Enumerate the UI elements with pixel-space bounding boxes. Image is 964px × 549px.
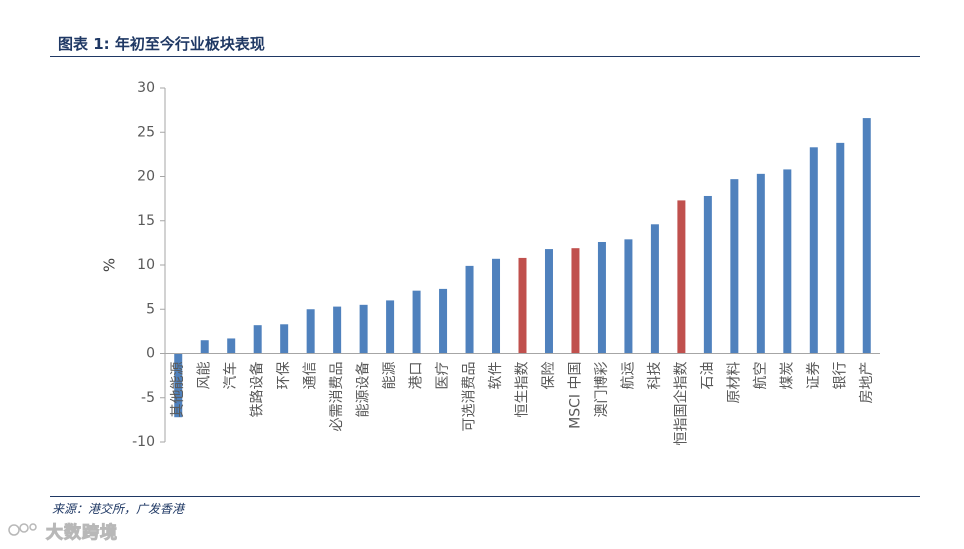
title-rule: [50, 56, 920, 57]
x-category-label: 铁路设备: [249, 362, 266, 418]
bar: [280, 324, 289, 354]
x-category-label: 恒指国企指数: [672, 362, 689, 446]
bar: [703, 195, 712, 354]
bar: [439, 288, 448, 354]
x-category-label: 房地产: [859, 362, 875, 404]
source-note: 来源：港交所，广发香港: [52, 502, 185, 516]
bar: [386, 300, 395, 354]
bar: [306, 309, 315, 354]
bar: [492, 258, 501, 354]
bar: [333, 306, 342, 354]
x-category-label: 恒生指数: [515, 362, 531, 418]
x-category-label: 航空: [753, 362, 769, 390]
x-category-label: 可选消费品: [462, 362, 478, 432]
x-category-label: 澳门博彩: [593, 362, 610, 418]
x-category-label: 科技: [647, 362, 663, 390]
bar: [650, 224, 659, 354]
bar: [783, 169, 792, 354]
bar: [571, 248, 580, 354]
x-category-label: 石油: [700, 362, 716, 390]
figure-title: 图表 1: 年初至今行业板块表现: [58, 35, 265, 53]
source-rule: [50, 496, 920, 497]
x-category-label: 原材料: [726, 362, 742, 404]
bar: [253, 325, 262, 354]
watermark-text: 大数跨境: [46, 523, 118, 544]
bar: [677, 200, 686, 354]
bar: [862, 118, 871, 354]
x-category-label: 医疗: [435, 362, 451, 390]
bar: [200, 340, 209, 354]
bar: [756, 173, 765, 354]
x-category-label: 其他能源: [170, 362, 186, 418]
bar: [359, 304, 368, 354]
bar: [465, 265, 474, 354]
bars: [174, 118, 871, 418]
bar: [730, 179, 739, 354]
y-tick-label: 10: [137, 257, 155, 273]
bar: [624, 239, 633, 354]
x-category-label: 软件: [488, 362, 504, 390]
y-axis: -10 -5 0 5 10 15 20 25 30: [132, 80, 166, 450]
y-tick-label: 5: [146, 301, 155, 317]
x-category-label: 必需消费品: [329, 362, 345, 432]
y-tick-label: 25: [137, 124, 155, 140]
bar: [809, 147, 818, 354]
x-category-label: 港口: [409, 362, 425, 390]
x-category-label: 航运: [620, 362, 636, 390]
bar: [227, 338, 236, 354]
x-category-label: 煤炭: [779, 362, 795, 390]
y-axis-title: %: [101, 258, 119, 272]
x-category-label: 通信: [303, 362, 319, 390]
x-category-label: 证券: [806, 362, 822, 390]
x-category-label: MSCI 中国: [567, 362, 583, 429]
y-tick-label: 15: [137, 213, 155, 229]
bar: [836, 142, 845, 354]
x-category-label: 保险: [541, 362, 557, 390]
y-tick-label: -10: [132, 434, 155, 450]
x-category-label: 能源设备: [355, 362, 372, 418]
x-category-label: 能源: [382, 362, 398, 390]
y-tick-label: -5: [141, 390, 155, 406]
y-tick-label: 20: [137, 169, 155, 185]
category-labels: 其他能源 风能 汽车 铁路设备 环保 通信 必需消费品 能源设备 能源 港口 医疗 可选消费品 软件 恒生…: [170, 362, 875, 446]
bar: [518, 257, 527, 354]
bar: [412, 290, 421, 354]
x-category-label: 银行: [832, 362, 848, 390]
x-category-label: 环保: [276, 362, 292, 390]
watermark-logo-icon: [8, 523, 37, 536]
bar: [174, 353, 183, 418]
y-tick-label: 0: [146, 346, 155, 362]
x-category-label: 风能: [197, 362, 213, 390]
x-category-label: 汽车: [222, 362, 239, 390]
bar: [597, 241, 606, 354]
y-tick-label: 30: [137, 80, 155, 96]
bar: [544, 249, 553, 354]
